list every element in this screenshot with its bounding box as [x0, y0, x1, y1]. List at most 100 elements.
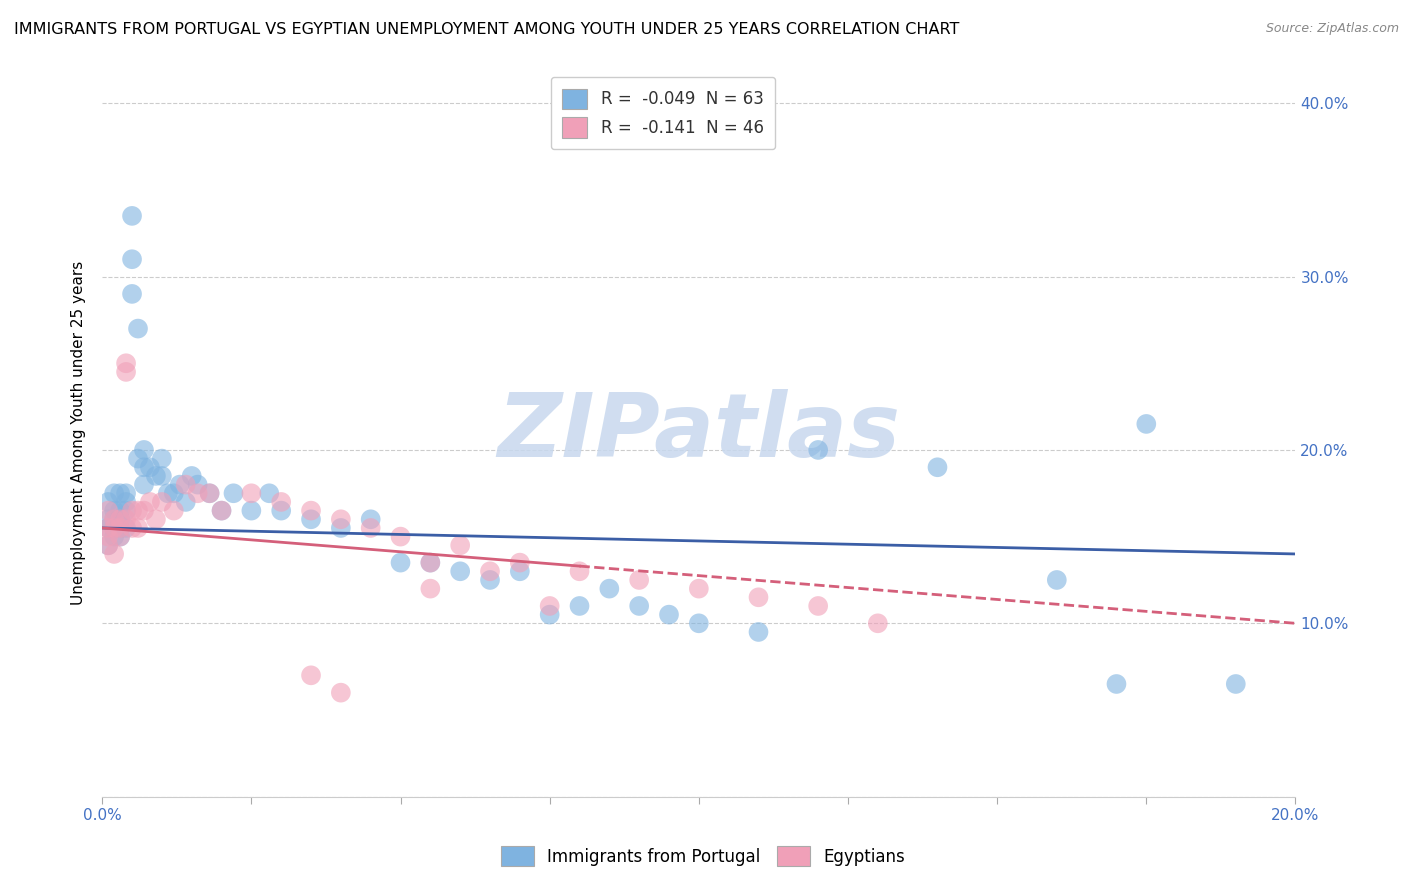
Point [270, 495, 292, 509]
Point [97, 538, 120, 552]
Point [108, 521, 131, 535]
Point [180, 469, 202, 483]
Point [150, 469, 173, 483]
Point [127, 503, 149, 517]
Point [127, 321, 149, 335]
Point [270, 503, 292, 517]
Point [121, 286, 143, 301]
Point [115, 356, 138, 370]
Point [747, 591, 769, 605]
Point [866, 616, 889, 631]
Point [927, 460, 949, 475]
Text: IMMIGRANTS FROM PORTUGAL VS EGYPTIAN UNEMPLOYMENT AMONG YOUTH UNDER 25 YEARS COR: IMMIGRANTS FROM PORTUGAL VS EGYPTIAN UNE… [14, 22, 959, 37]
Point [1046, 573, 1069, 587]
Point [628, 573, 651, 587]
Point [568, 599, 591, 613]
Point [103, 530, 125, 544]
Legend: Immigrants from Portugal, Egyptians: Immigrants from Portugal, Egyptians [492, 838, 914, 875]
Point [127, 521, 149, 535]
Point [103, 512, 125, 526]
Point [121, 252, 143, 267]
Point [807, 599, 830, 613]
Text: Source: ZipAtlas.com: Source: ZipAtlas.com [1265, 22, 1399, 36]
Point [103, 486, 125, 500]
Point [97, 530, 120, 544]
Point [108, 512, 131, 526]
Point [174, 477, 197, 491]
Point [127, 451, 149, 466]
Point [807, 442, 830, 457]
Point [1135, 417, 1157, 431]
Point [139, 495, 162, 509]
Point [299, 503, 322, 517]
Point [329, 686, 352, 700]
Point [628, 599, 651, 613]
Point [139, 460, 162, 475]
Point [108, 503, 131, 517]
Point [115, 521, 138, 535]
Point [97, 503, 120, 517]
Point [97, 512, 120, 526]
Point [97, 521, 120, 535]
Point [97, 538, 120, 552]
Point [509, 564, 531, 578]
Point [299, 668, 322, 682]
Point [598, 582, 620, 596]
Point [538, 607, 561, 622]
Point [163, 503, 186, 517]
Point [419, 556, 441, 570]
Point [132, 477, 155, 491]
Point [115, 503, 138, 517]
Point [103, 521, 125, 535]
Point [115, 495, 138, 509]
Point [360, 512, 382, 526]
Point [121, 503, 143, 517]
Point [389, 530, 412, 544]
Point [132, 503, 155, 517]
Point [538, 599, 561, 613]
Point [145, 469, 167, 483]
Point [1225, 677, 1247, 691]
Point [187, 486, 209, 500]
Point [103, 503, 125, 517]
Point [121, 521, 143, 535]
Point [329, 512, 352, 526]
Point [389, 556, 412, 570]
Point [103, 521, 125, 535]
Point [132, 442, 155, 457]
Point [449, 564, 471, 578]
Point [174, 495, 197, 509]
Point [156, 486, 179, 500]
Point [419, 556, 441, 570]
Point [145, 512, 167, 526]
Point [169, 477, 191, 491]
Point [103, 547, 125, 561]
Point [747, 624, 769, 639]
Legend: R =  -0.049  N = 63, R =  -0.141  N = 46: R = -0.049 N = 63, R = -0.141 N = 46 [551, 77, 775, 149]
Point [688, 616, 710, 631]
Point [222, 486, 245, 500]
Point [115, 512, 138, 526]
Point [259, 486, 281, 500]
Point [1105, 677, 1128, 691]
Point [121, 209, 143, 223]
Point [103, 512, 125, 526]
Point [108, 521, 131, 535]
Point [198, 486, 221, 500]
Point [97, 521, 120, 535]
Point [108, 486, 131, 500]
Point [329, 521, 352, 535]
Point [211, 503, 233, 517]
Point [108, 530, 131, 544]
Point [419, 582, 441, 596]
Point [240, 486, 263, 500]
Y-axis label: Unemployment Among Youth under 25 years: Unemployment Among Youth under 25 years [72, 260, 86, 605]
Point [449, 538, 471, 552]
Point [568, 564, 591, 578]
Point [240, 503, 263, 517]
Point [97, 495, 120, 509]
Point [658, 607, 681, 622]
Point [479, 573, 502, 587]
Point [150, 451, 173, 466]
Point [108, 512, 131, 526]
